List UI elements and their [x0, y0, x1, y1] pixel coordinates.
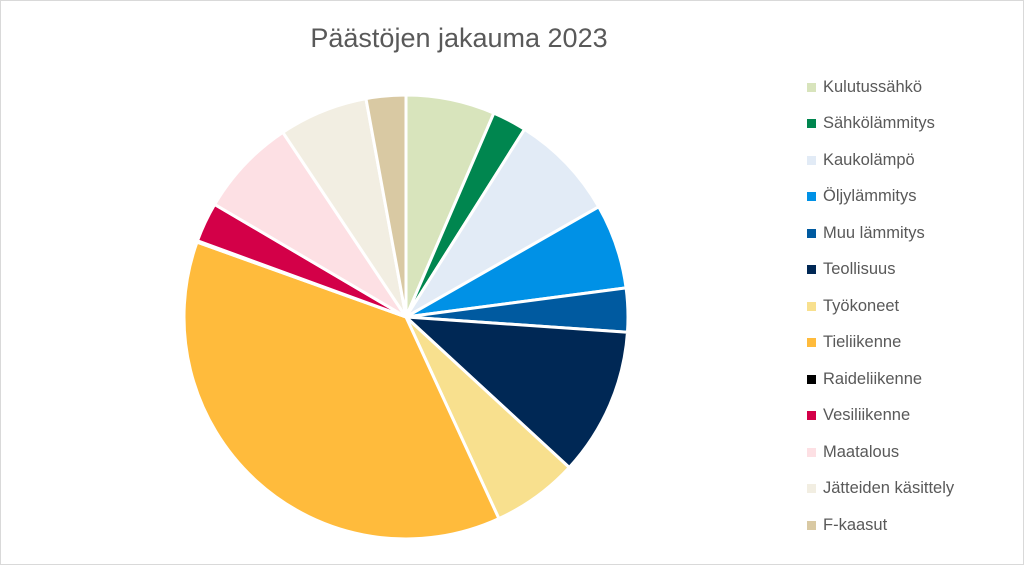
legend-swatch — [807, 484, 816, 494]
legend-item-teollisuus: Teollisuus — [807, 252, 954, 289]
legend-label: Muu lämmitys — [823, 223, 925, 242]
legend: Kulutussähkö Sähkölämmitys Kaukolämpö Öljyl… — [807, 69, 954, 544]
legend-swatch — [807, 374, 816, 384]
legend-item-tieliikenne: Tieliikenne — [807, 325, 954, 362]
legend-swatch — [807, 265, 816, 275]
chart-title: Päästöjen jakauma 2023 — [310, 23, 608, 53]
legend-swatch — [807, 520, 816, 530]
legend-item-sahkolammitys: Sähkölämmitys — [807, 106, 954, 143]
legend-label: F-kaasut — [823, 515, 888, 534]
pie-slice-maatalous — [213, 130, 408, 319]
pie-slice-teollisuus — [404, 315, 629, 469]
legend-label: Tieliikenne — [823, 333, 902, 352]
legend-label: Maatalous — [823, 442, 900, 461]
legend-item-f-kaasut: F-kaasut — [807, 507, 954, 544]
legend-item-tyokoneet: Työkoneet — [807, 288, 954, 325]
legend-label: Sähkölämmitys — [823, 114, 935, 133]
legend-label: Kaukolämpö — [823, 150, 915, 169]
legend-swatch — [807, 301, 816, 311]
legend-item-kulutussahko: Kulutussähkö — [807, 69, 954, 106]
legend-label: Teollisuus — [823, 260, 896, 279]
legend-item-jatteiden-kasittely: Jätteiden käsittely — [807, 471, 954, 508]
pie-slice-tieliikenne — [182, 240, 501, 541]
legend-swatch — [807, 338, 816, 348]
legend-item-vesiliikenne: Vesiliikenne — [807, 398, 954, 435]
legend-label: Kulutussähkö — [823, 77, 923, 96]
legend-label: Öljylämmitys — [823, 187, 917, 206]
legend-swatch — [807, 228, 816, 238]
legend-swatch — [807, 155, 816, 165]
legend-label: Vesiliikenne — [823, 406, 911, 425]
pie-slice-kaukolampo — [404, 127, 601, 319]
legend-swatch — [807, 192, 816, 202]
legend-item-kaukolampo: Kaukolämpö — [807, 142, 954, 179]
legend-label: Työkoneet — [823, 296, 900, 315]
legend-label: Jätteiden käsittely — [823, 479, 955, 498]
legend-item-oljylammitys: Öljylämmitys — [807, 179, 954, 216]
pie-slice-f-kaasut — [364, 93, 408, 319]
legend-item-maatalous: Maatalous — [807, 434, 954, 471]
legend-swatch — [807, 119, 816, 129]
legend-swatch — [807, 82, 816, 92]
legend-swatch — [807, 411, 816, 421]
legend-item-raideliikenne: Raideliikenne — [807, 361, 954, 398]
legend-item-muu-lammitys: Muu lämmitys — [807, 215, 954, 252]
legend-swatch — [807, 447, 816, 457]
legend-label: Raideliikenne — [823, 369, 923, 388]
